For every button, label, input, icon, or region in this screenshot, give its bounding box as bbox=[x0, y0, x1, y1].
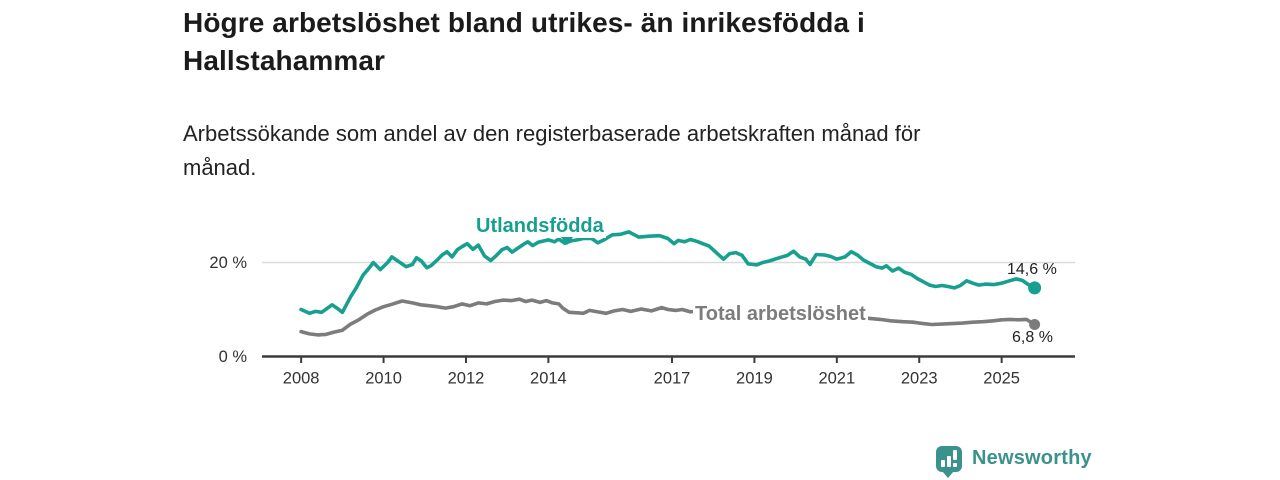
x-tick-label: 2014 bbox=[530, 370, 567, 388]
x-tick-label: 2010 bbox=[365, 370, 402, 388]
x-tick-label: 2019 bbox=[736, 370, 773, 388]
chart-subtitle: Arbetssökande som andel av den registerb… bbox=[183, 117, 920, 185]
x-tick-label: 2025 bbox=[983, 370, 1020, 388]
x-tick-label: 2021 bbox=[818, 370, 855, 388]
end-value-label-total: 6,8 % bbox=[1012, 329, 1053, 346]
logo-exclamation-dot bbox=[953, 463, 957, 467]
title-line-2: Hallstahammar bbox=[183, 45, 386, 76]
title-line-1: Högre arbetslöshet bland utrikes- än inr… bbox=[183, 7, 865, 38]
series-label-total-arbetsloshet: Total arbetslöshet bbox=[693, 303, 868, 326]
y-tick-label: 0 % bbox=[219, 348, 248, 366]
subtitle-line-1: Arbetssökande som andel av den registerb… bbox=[183, 121, 921, 146]
y-tick-label: 20 % bbox=[209, 254, 247, 272]
series-line-total bbox=[299, 297, 1037, 337]
series-line-utlandsfodda bbox=[299, 230, 1037, 316]
newsworthy-wordmark: Newsworthy bbox=[972, 447, 1092, 469]
x-tick-label: 2012 bbox=[448, 370, 485, 388]
end-dot-total bbox=[1029, 319, 1041, 331]
series-pointer-arrow-icon bbox=[561, 237, 573, 245]
logo-exclamation-bar bbox=[953, 450, 957, 460]
logo-bar-small bbox=[941, 460, 945, 467]
subtitle-line-2: månad. bbox=[183, 155, 257, 180]
x-tick-label: 2008 bbox=[283, 370, 320, 388]
x-tick-label: 2017 bbox=[654, 370, 691, 388]
x-tick-label: 2023 bbox=[901, 370, 938, 388]
logo-bar-medium bbox=[947, 456, 951, 467]
page-title: Högre arbetslöshet bland utrikes- än inr… bbox=[183, 4, 865, 80]
bar-chart-pin-icon bbox=[936, 446, 962, 478]
end-dot-utlandsfodda bbox=[1028, 281, 1042, 295]
end-value-label-utlandsfodda: 14,6 % bbox=[1007, 261, 1057, 278]
series-label-utlandsfodda: Utlandsfödda bbox=[474, 215, 606, 238]
